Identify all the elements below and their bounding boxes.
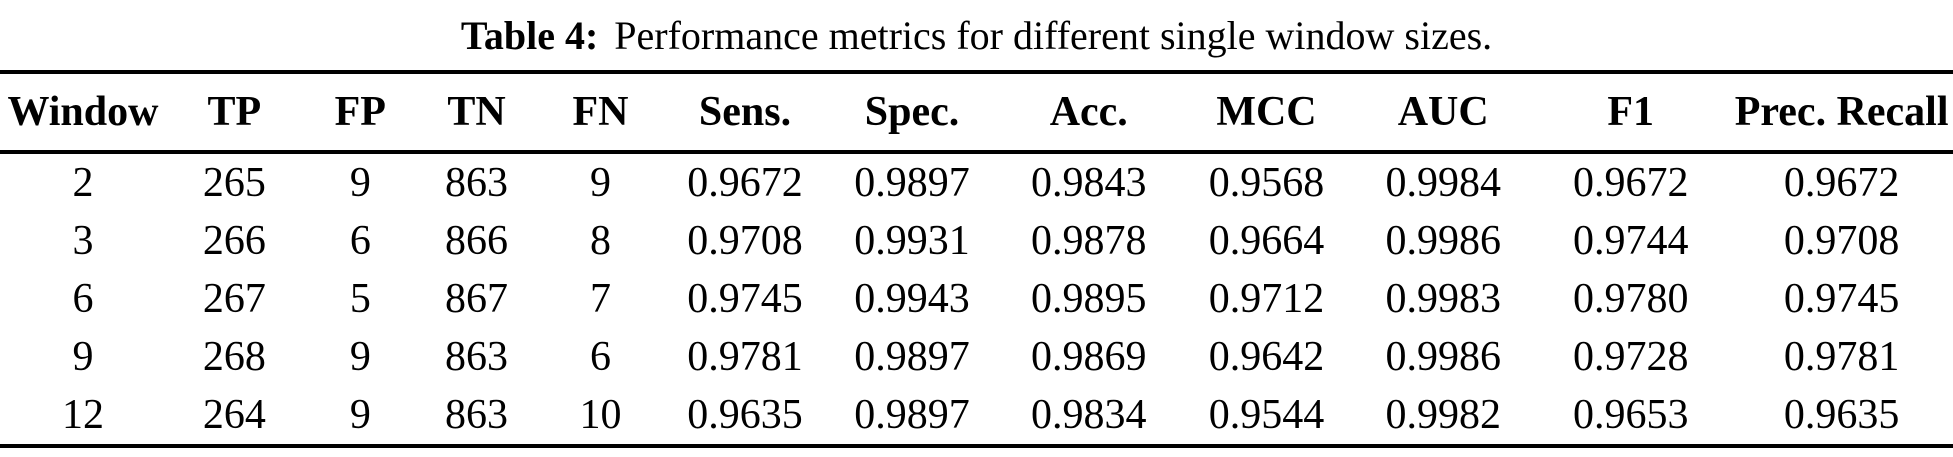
- table-cell: 12: [62, 392, 104, 438]
- table-cell: 268: [202, 334, 266, 380]
- table-cell: 0.9897: [854, 334, 970, 380]
- table-cell: 0.9984: [1385, 160, 1501, 206]
- table-cell: 0.9834: [1031, 392, 1147, 438]
- column-header-tp: TP: [207, 89, 262, 135]
- table-cell: 0.9653: [1572, 392, 1689, 438]
- table-cell: 8: [590, 218, 612, 264]
- table-cell: 0.9712: [1208, 276, 1325, 322]
- column-header-fp: FP: [334, 89, 386, 135]
- table-caption: Table 4: Performance metrics for differen…: [0, 0, 1953, 70]
- table-cell: 0.9897: [854, 160, 970, 206]
- table-body: 2 265 9 863 9 0.9672 0.9897 0.9843 0.9568 0.9984 0…: [0, 152, 1953, 446]
- table-cell: 0.9745: [1783, 276, 1900, 322]
- table-cell: 0.9931: [854, 218, 970, 264]
- table-cell: 0.9986: [1385, 334, 1501, 380]
- table-cell: 0.9869: [1031, 334, 1147, 380]
- table-cell: 0.9642: [1208, 334, 1325, 380]
- table-cell: 0.9895: [1031, 276, 1147, 322]
- table-cell: 6: [72, 276, 94, 322]
- table-cell: 264: [202, 392, 266, 438]
- table-caption-label: Table 4:: [460, 12, 599, 58]
- table-cell: 10: [579, 392, 622, 438]
- table-cell: 9: [349, 392, 371, 438]
- column-header-spec: Spec.: [864, 89, 960, 135]
- table-cell: 0.9745: [687, 276, 803, 322]
- column-header-mcc: MCC: [1216, 89, 1317, 135]
- column-header-auc: AUC: [1397, 89, 1489, 135]
- table-cell: 867: [445, 276, 508, 322]
- table-row: 3 266 6 866 8 0.9708 0.9931 0.9878 0.9664 0.9986 0…: [0, 212, 1953, 270]
- table-cell: 9: [349, 334, 371, 380]
- table-cell: 863: [445, 160, 508, 206]
- table-cell: 266: [202, 218, 266, 264]
- table-cell: 863: [445, 334, 508, 380]
- table-cell: 0.9708: [1783, 218, 1900, 264]
- table-cell: 0.9635: [1783, 392, 1900, 438]
- table-cell: 0.9744: [1572, 218, 1689, 264]
- table-row: 6 267 5 867 7 0.9745 0.9943 0.9895 0.9712 0.9983 0…: [0, 270, 1953, 328]
- column-header-prec-recall: Prec. Recall: [1734, 89, 1949, 135]
- table-cell: 265: [202, 160, 266, 206]
- table-cell: 0.9672: [1572, 160, 1689, 206]
- table-cell: 6: [590, 334, 612, 380]
- column-header-window: Window: [7, 89, 159, 135]
- table-cell: 0.9664: [1208, 218, 1325, 264]
- table-cell: 0.9986: [1385, 218, 1501, 264]
- table-row: 12 264 9 863 10 0.9635 0.9897 0.9834 0.9544 0.998…: [0, 386, 1953, 446]
- column-header-acc: Acc.: [1049, 89, 1128, 135]
- table-cell: 0.9568: [1208, 160, 1325, 206]
- table-cell: 9: [349, 160, 371, 206]
- table-cell: 0.9843: [1031, 160, 1147, 206]
- table-header: Window TP FP TN FN Sens. Spec. Acc. MCC AUC F1 Prec…: [0, 72, 1953, 152]
- column-header-sens: Sens.: [698, 89, 792, 135]
- table-cell: 9: [72, 334, 94, 380]
- table-cell: 0.9982: [1385, 392, 1501, 438]
- table-cell: 0.9544: [1208, 392, 1325, 438]
- column-header-f1: F1: [1607, 89, 1655, 135]
- table-cell: 3: [72, 218, 94, 264]
- table-cell: 0.9780: [1572, 276, 1689, 322]
- table-cell: 0.9878: [1031, 218, 1147, 264]
- table-cell: 0.9781: [687, 334, 803, 380]
- table-cell: 0.9635: [687, 392, 803, 438]
- table-cell: 0.9781: [1783, 334, 1900, 380]
- table-cell: 0.9983: [1385, 276, 1501, 322]
- table-cell: 0.9943: [854, 276, 970, 322]
- table-cell: 0.9897: [854, 392, 970, 438]
- table-row: 9 268 9 863 6 0.9781 0.9897 0.9869 0.9642 0.9986 0…: [0, 328, 1953, 386]
- table-cell: 267: [202, 276, 266, 322]
- header-row: Window TP FP TN FN Sens. Spec. Acc. MCC AUC F1 Prec…: [0, 72, 1953, 152]
- table-cell: 863: [445, 392, 508, 438]
- table-cell: 0.9672: [687, 160, 803, 206]
- performance-metrics-table: Window TP FP TN FN Sens. Spec. Acc. MCC AUC F1 Prec…: [0, 70, 1953, 448]
- table-cell: 9: [590, 160, 612, 206]
- table-cell: 2: [72, 160, 94, 206]
- column-header-tn: TN: [447, 89, 506, 135]
- table-cell: 0.9672: [1783, 160, 1900, 206]
- table-cell: 6: [349, 218, 371, 264]
- column-header-fn: FN: [572, 89, 629, 135]
- table-row: 2 265 9 863 9 0.9672 0.9897 0.9843 0.9568 0.9984 0…: [0, 152, 1953, 212]
- table-cell: 5: [349, 276, 371, 322]
- table-cell: 7: [590, 276, 612, 322]
- table-cell: 0.9708: [687, 218, 803, 264]
- table-caption-text: Performance metrics for different single…: [614, 12, 1493, 58]
- table-cell: 0.9728: [1572, 334, 1689, 380]
- table-cell: 866: [445, 218, 508, 264]
